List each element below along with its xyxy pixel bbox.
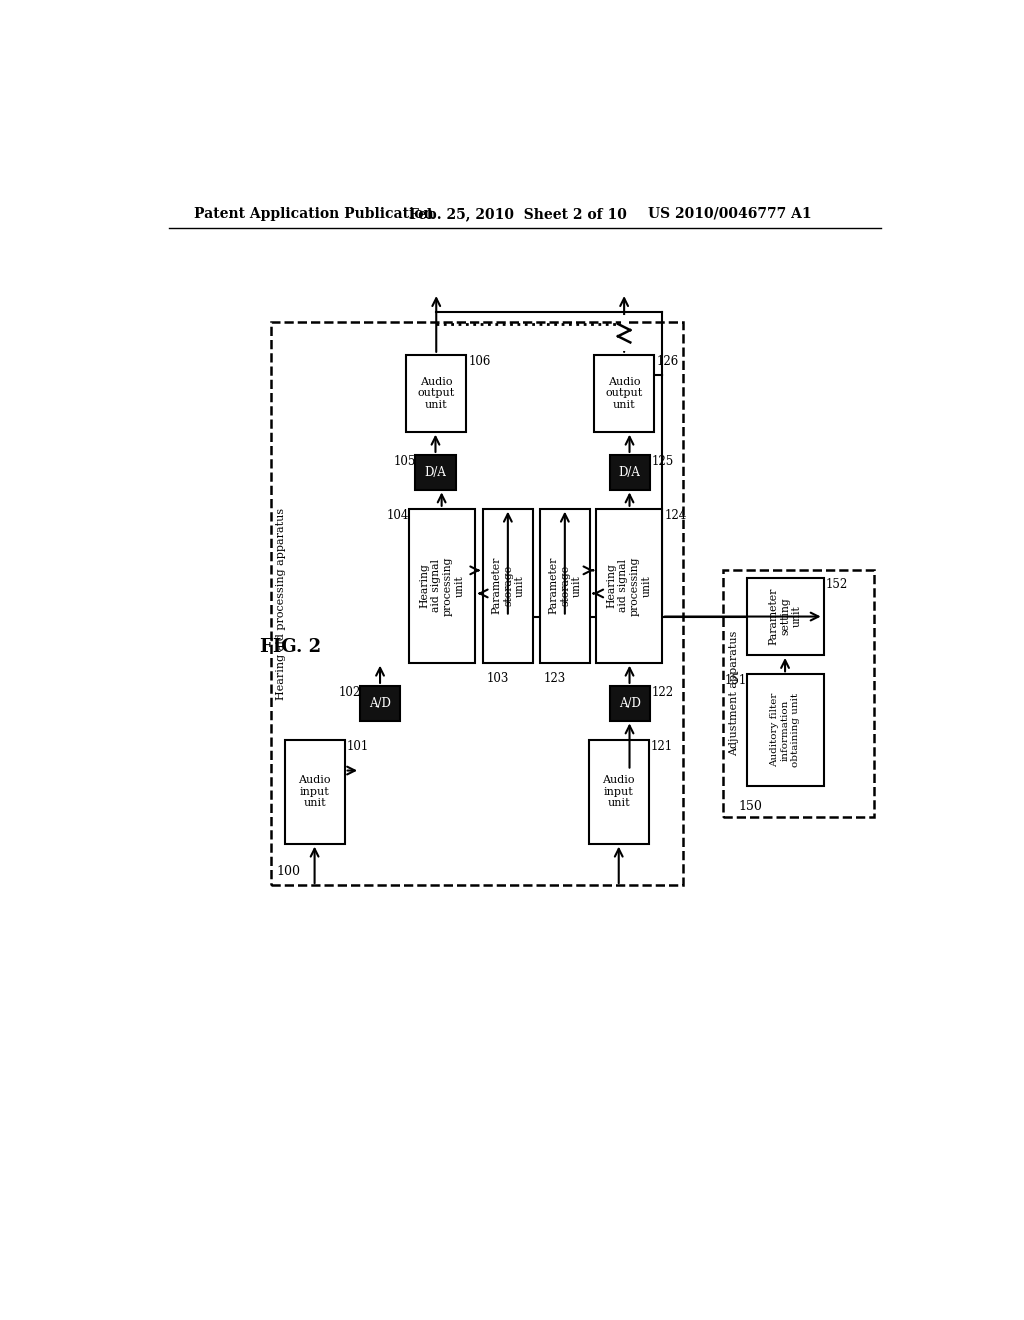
- Text: 101: 101: [347, 739, 370, 752]
- Text: 124: 124: [665, 508, 686, 521]
- Text: 122: 122: [652, 686, 674, 698]
- Text: Audio
output
unit: Audio output unit: [605, 376, 643, 409]
- Text: Audio
input
unit: Audio input unit: [298, 775, 331, 808]
- Text: D/A: D/A: [618, 466, 640, 479]
- Text: Parameter
storage
unit: Parameter storage unit: [492, 557, 525, 614]
- Text: Parameter
setting
unit: Parameter setting unit: [768, 587, 802, 645]
- Bar: [285, 739, 345, 843]
- Text: US 2010/0046777 A1: US 2010/0046777 A1: [648, 207, 812, 220]
- Bar: [541, 508, 590, 663]
- Text: Adjustment apparatus: Adjustment apparatus: [729, 631, 739, 756]
- Text: A/D: A/D: [618, 697, 640, 710]
- Text: 123: 123: [544, 672, 566, 685]
- Bar: [416, 455, 456, 490]
- Bar: [407, 355, 466, 432]
- Bar: [746, 578, 823, 655]
- Text: A/D: A/D: [369, 697, 391, 710]
- Text: 105: 105: [394, 455, 417, 467]
- Bar: [483, 508, 534, 663]
- Text: Feb. 25, 2010  Sheet 2 of 10: Feb. 25, 2010 Sheet 2 of 10: [410, 207, 627, 220]
- Bar: [596, 508, 662, 663]
- Text: 100: 100: [276, 866, 301, 878]
- Bar: [724, 570, 873, 817]
- Text: Auditory filter
information
obtaining unit: Auditory filter information obtaining un…: [770, 693, 800, 767]
- Bar: [746, 675, 823, 785]
- Text: 103: 103: [487, 672, 510, 685]
- Text: 126: 126: [656, 355, 679, 368]
- Text: Audio
input
unit: Audio input unit: [602, 775, 635, 808]
- Text: Parameter
storage
unit: Parameter storage unit: [549, 557, 582, 614]
- Text: FIG. 2: FIG. 2: [260, 639, 322, 656]
- Bar: [594, 355, 654, 432]
- Bar: [609, 686, 649, 721]
- Text: 106: 106: [469, 355, 490, 368]
- Text: Hearing
aid signal
processing
unit: Hearing aid signal processing unit: [607, 556, 651, 615]
- Bar: [609, 455, 649, 490]
- Bar: [410, 508, 475, 663]
- Bar: [270, 322, 683, 884]
- Text: 151: 151: [725, 675, 748, 688]
- Text: 150: 150: [739, 800, 763, 813]
- Bar: [360, 686, 400, 721]
- Text: 125: 125: [652, 455, 674, 467]
- Text: Hearing
aid signal
processing
unit: Hearing aid signal processing unit: [420, 556, 465, 615]
- Text: 104: 104: [386, 508, 409, 521]
- Text: D/A: D/A: [425, 466, 446, 479]
- Text: 121: 121: [651, 739, 673, 752]
- Text: Hearing aid processing apparatus: Hearing aid processing apparatus: [276, 507, 287, 700]
- Text: Audio
output
unit: Audio output unit: [418, 376, 455, 409]
- Text: Patent Application Publication: Patent Application Publication: [194, 207, 433, 220]
- Text: 152: 152: [826, 578, 848, 591]
- Bar: [589, 739, 649, 843]
- Text: 102: 102: [339, 686, 360, 698]
